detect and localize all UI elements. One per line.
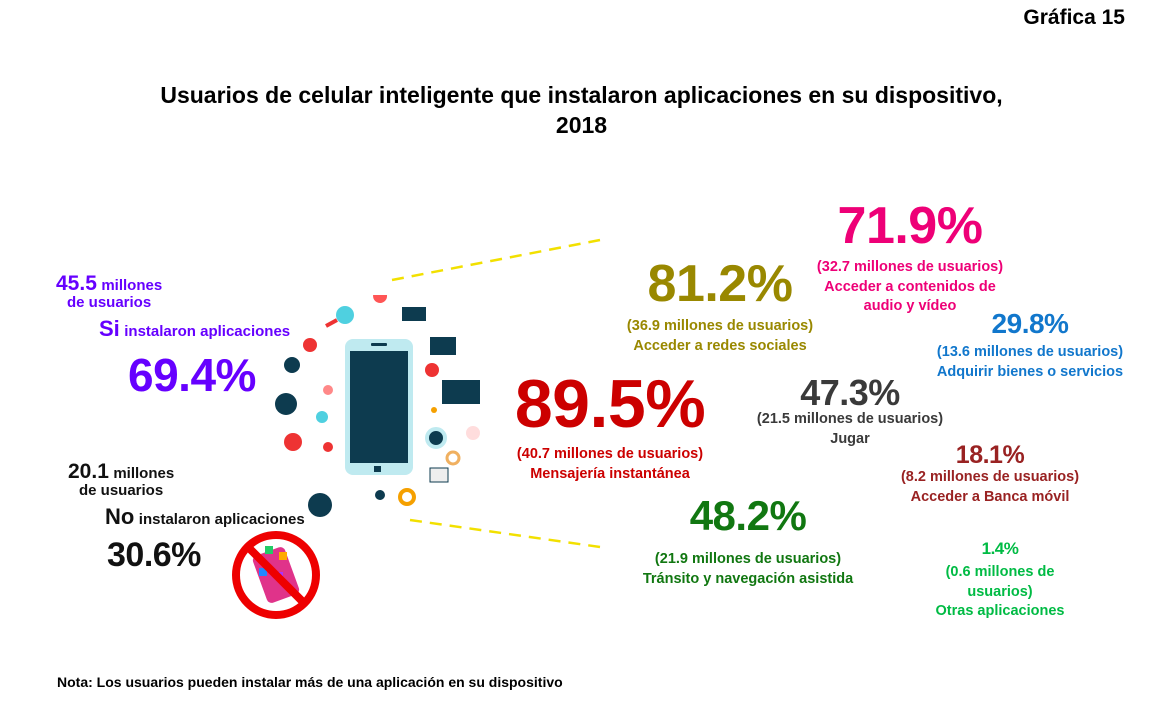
installed-users-label: de usuarios [67,294,152,311]
category-users: (32.7 millones de usuarios) [816,259,1004,275]
category-users: (21.9 millones de usuarios) [654,551,842,567]
magnifier-icon [325,306,354,328]
gear-icon [398,488,416,506]
shopping-basket-icon [402,307,426,321]
category-percent: 89.5% [514,366,706,442]
category-label: Jugar [830,430,870,447]
camera-lens-icon [425,427,447,449]
camera-icon [429,467,449,483]
lightbulb-icon [323,385,333,395]
installed-millions-value: 45.5 [56,272,97,295]
category-details: (21.5 millones de usuarios) Jugar [700,410,1000,449]
category-percent: 18.1% [955,441,1025,469]
category-label: Otras aplicaciones [935,603,1065,619]
no-apps-icon [232,531,320,619]
category-users: (13.6 millones de usuarios) [936,344,1124,360]
category-users: (0.6 millones de usuarios) [945,564,1055,600]
chart-title: Usuarios de celular inteligente que inst… [0,80,1163,140]
installed-answer-word: Si [99,316,120,341]
category-details: (40.7 millones de usuarios) Mensajería in… [460,445,760,484]
category-details: (13.6 millones de usuarios) Adquirir bien… [880,343,1163,382]
disc-icon [308,493,332,517]
category-label: Adquirir bienes o servicios [936,363,1124,380]
category-details: (21.9 millones de usuarios) Tránsito y na… [598,550,898,589]
category-label: Acceder a contenidos de audio y vídeo [824,278,996,315]
link-icon [445,450,461,466]
category-details: (0.6 millones de usuarios) Otras aplicaci… [935,563,1065,622]
category-percent: 29.8% [991,308,1069,339]
footnote: Nota: Los usuarios pueden instalar más d… [57,674,563,690]
smartphone-icon [345,339,413,475]
category-label: Acceder a Banca móvil [910,488,1070,505]
category-percent: 1.4% [981,539,1019,558]
category-label: Acceder a redes sociales [633,337,807,354]
installed-answer-label: instalaron aplicaciones [124,323,291,340]
smartphone-illustration [275,295,480,517]
title-year: 2018 [555,112,608,138]
installed-millions: 45.5 millones [56,272,162,296]
category-users: (40.7 millones de usuarios) [516,446,704,462]
not-installed-answer-label: instalaron aplicaciones [138,511,305,528]
not-installed-millions-value: 20.1 [68,460,109,483]
not-installed-millions: 20.1 millones [68,460,174,484]
connector-line-bottom [409,518,601,549]
user-avatar-icon [275,393,297,415]
category-percent: 48.2% [689,492,807,539]
installed-percent: 69.4% [128,349,256,401]
category-details: (32.7 millones de usuarios) Acceder a con… [760,258,1060,317]
category-users: (21.5 millones de usuarios) [756,411,944,427]
installed-millions-unit: millones [101,277,163,294]
figure-number: Gráfica 15 [1023,6,1125,29]
category-users: (8.2 millones de usuarios) [900,469,1080,485]
installed-answer: Si instalaron aplicaciones [99,316,290,342]
not-installed-answer: No instalaron aplicaciones [105,504,305,530]
connector-lines [391,238,601,549]
not-installed-answer-word: No [105,504,135,529]
at-sign-icon [466,426,480,440]
category-percent: 81.2% [647,255,793,313]
category-details: (36.9 millones de usuarios) Acceder a red… [570,317,870,356]
play-icon [425,363,439,377]
transfer-arrows-icon [323,442,333,452]
title-line: Usuarios de celular inteligente que inst… [160,82,1003,108]
category-percent: 47.3% [800,372,900,413]
network-users-icon [375,490,385,500]
mail-icon [430,337,456,355]
laptop-icon [442,380,480,404]
cloud-icon [316,411,328,423]
location-pin-icon [373,295,388,303]
not-installed-users-label: de usuarios [79,482,164,499]
category-label: Mensajería instantánea [530,465,690,482]
connector-line-top [391,238,601,282]
not-installed-millions-unit: millones [113,465,175,482]
music-note-icon [431,407,437,413]
not-installed-percent: 30.6% [107,536,201,574]
category-users: (36.9 millones de usuarios) [626,318,814,334]
globe-icon [284,357,300,373]
category-percent: 71.9% [837,197,983,255]
category-details: (8.2 millones de usuarios) Acceder a Banc… [840,468,1140,507]
alarm-clock-icon [303,338,317,352]
chat-bubble-icon [284,433,302,451]
category-label: Tránsito y navegación asistida [642,570,854,587]
